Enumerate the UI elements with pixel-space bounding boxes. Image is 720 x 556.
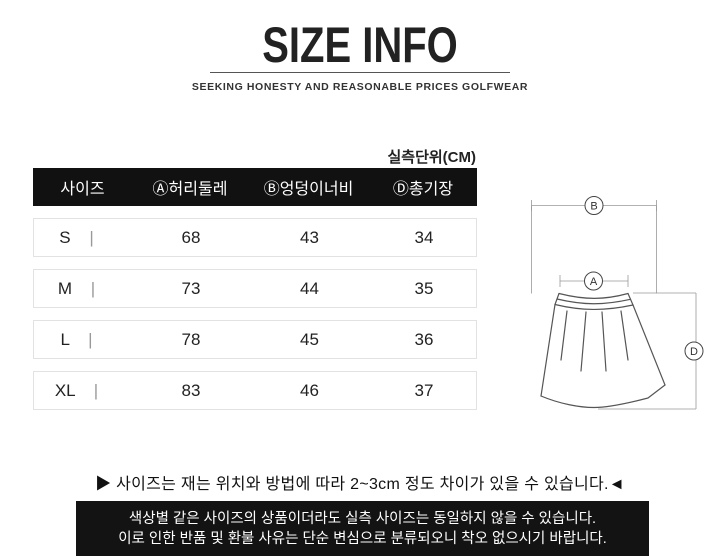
svg-text:B: B bbox=[590, 201, 597, 213]
svg-text:D: D bbox=[690, 346, 698, 358]
svg-text:A: A bbox=[590, 276, 598, 288]
